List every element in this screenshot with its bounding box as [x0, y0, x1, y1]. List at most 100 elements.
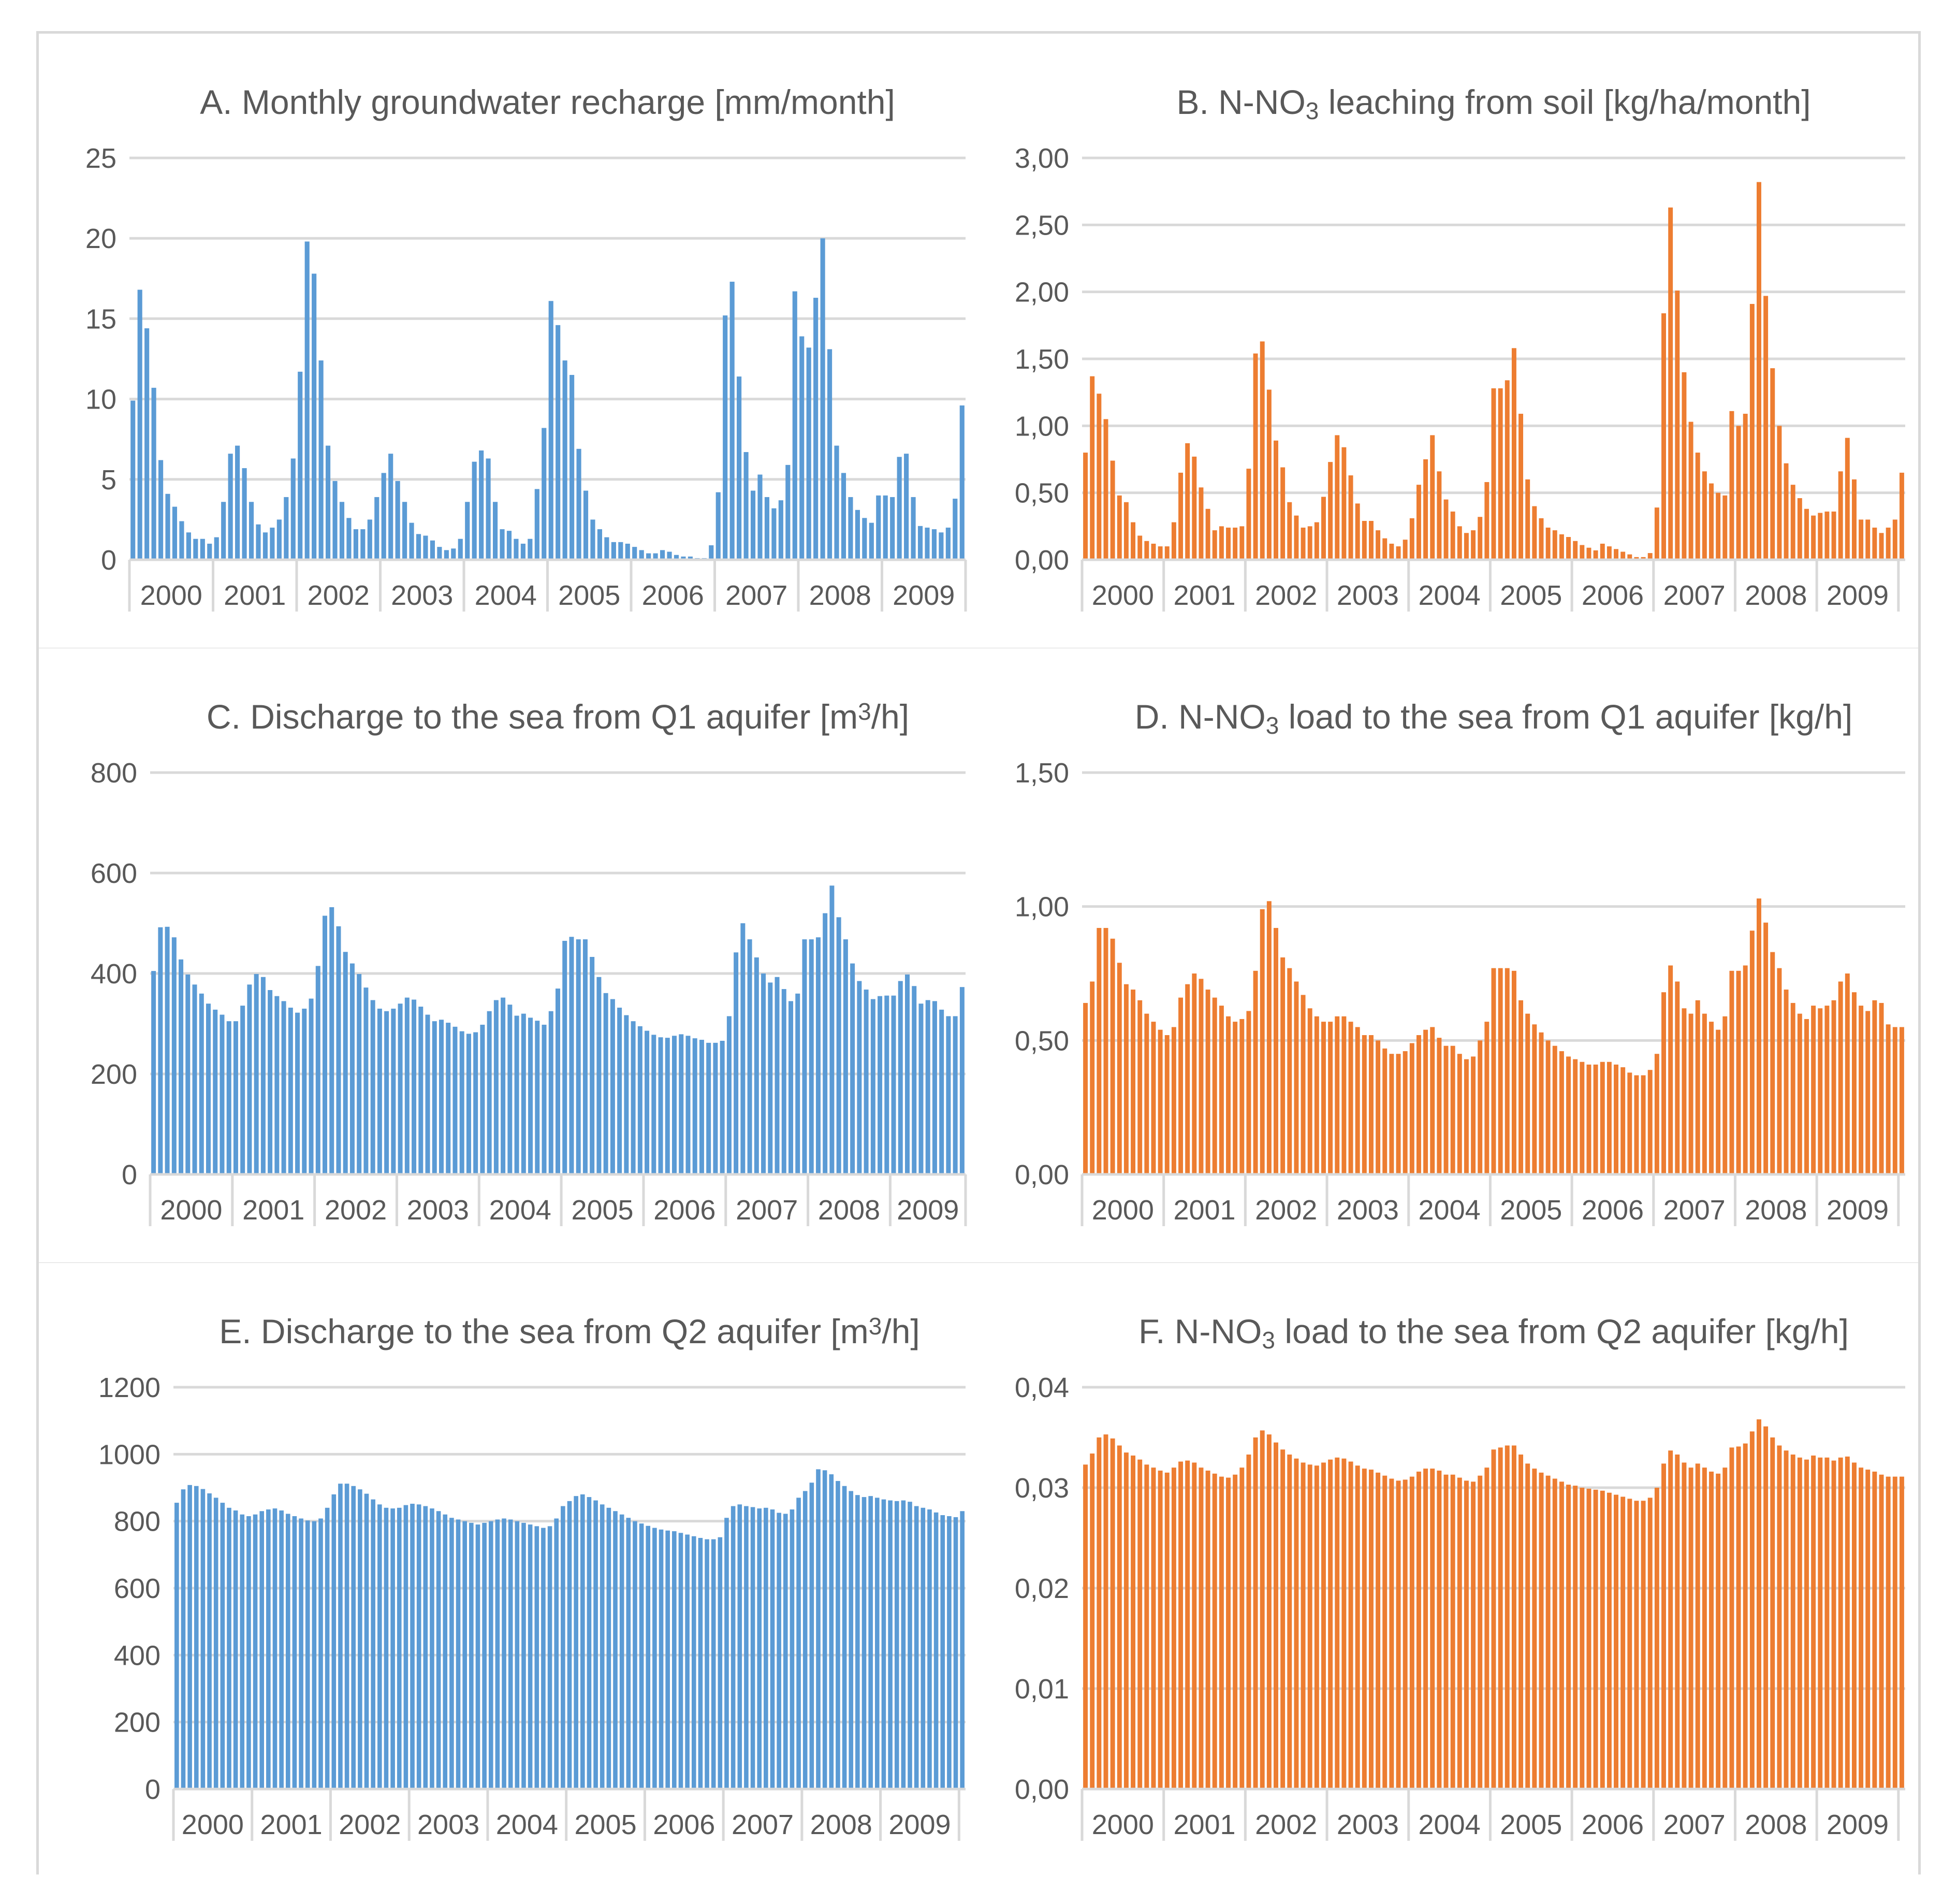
bar [1675, 1454, 1680, 1789]
bar [1280, 1449, 1286, 1789]
bar [959, 405, 965, 560]
bar [1722, 1467, 1728, 1789]
bar [339, 502, 345, 560]
bar [409, 522, 414, 560]
bar [436, 1511, 441, 1789]
chart-e-title-part: 3 [869, 1313, 882, 1340]
bar [1851, 1462, 1857, 1789]
bar [1498, 1447, 1503, 1789]
bar [480, 1024, 485, 1174]
chart-d-title-part: D. N-NO [1135, 697, 1266, 736]
bar [1246, 469, 1251, 560]
bar [1205, 1471, 1210, 1789]
bar [446, 1023, 451, 1174]
bar [502, 1518, 506, 1789]
bar [870, 999, 875, 1174]
x-tick-label: 2002 [339, 1809, 401, 1840]
bar [165, 493, 170, 560]
bar [1614, 1494, 1618, 1789]
bar [242, 468, 247, 560]
bar [506, 531, 512, 560]
x-tick-label: 2007 [732, 1809, 794, 1840]
bar [1804, 508, 1809, 560]
bar [848, 497, 853, 560]
bar [709, 545, 714, 560]
bar [1287, 968, 1292, 1174]
chart-a-title-part: A. Monthly groundwater recharge [mm/mont… [200, 83, 895, 121]
bar [1423, 459, 1428, 560]
bar [1607, 1062, 1612, 1174]
bar [590, 519, 595, 560]
bar [240, 1006, 245, 1174]
bar [357, 973, 362, 1174]
bar [596, 977, 602, 1174]
bar [868, 1496, 873, 1789]
bar [285, 1514, 290, 1789]
bar [1307, 1464, 1312, 1789]
chart-panel-d: D. N-NO3 load to the sea from Q1 aquifer… [978, 648, 1918, 1262]
bar [1314, 1465, 1319, 1789]
bar [718, 1537, 723, 1789]
x-tick-label: 2009 [1827, 1809, 1889, 1840]
bar [384, 1011, 389, 1174]
bar [268, 990, 273, 1174]
bar [1103, 419, 1108, 560]
bar [1763, 1426, 1769, 1789]
y-tick-label: 0 [122, 1159, 137, 1190]
bar [891, 995, 896, 1174]
bar [1348, 475, 1353, 560]
bar [1518, 414, 1524, 560]
y-tick-label: 0,03 [1015, 1473, 1069, 1504]
bar [645, 1030, 650, 1174]
bar [1274, 1442, 1278, 1789]
bar [1491, 968, 1496, 1174]
bar [1716, 492, 1721, 560]
bar [1416, 485, 1421, 560]
x-tick-label: 2005 [558, 580, 620, 611]
x-tick-label: 2004 [1419, 1195, 1481, 1226]
bar [1593, 1064, 1598, 1174]
bar [1178, 472, 1184, 560]
bar [1471, 530, 1476, 560]
x-tick-label: 2001 [1173, 1195, 1235, 1226]
bar [1219, 1476, 1224, 1789]
y-tick-label: 25 [85, 143, 116, 174]
bar [547, 1526, 552, 1789]
bar [1831, 1460, 1836, 1789]
y-tick-label: 15 [85, 303, 116, 335]
bar [1749, 1431, 1755, 1789]
bar [1260, 341, 1265, 560]
bar [1614, 1064, 1618, 1174]
bar [1845, 1456, 1850, 1789]
bar [688, 556, 693, 560]
bar [1593, 1489, 1598, 1789]
x-tick-label: 2003 [417, 1809, 479, 1840]
chart-f-title-part: 3 [1262, 1327, 1275, 1354]
bar [783, 1514, 788, 1789]
bar [1083, 1464, 1088, 1789]
bar [227, 1507, 231, 1789]
bar [726, 1016, 732, 1174]
bar [1484, 1022, 1489, 1174]
bar [1117, 963, 1122, 1174]
bar [1199, 979, 1204, 1174]
bar [1586, 1488, 1591, 1789]
bar [1892, 1476, 1897, 1789]
bar [617, 1007, 622, 1174]
chart-f-svg: F. N-NO3 load to the sea from Q2 aquifer… [1015, 1312, 1905, 1841]
bar [633, 1521, 637, 1789]
bar [1886, 1476, 1891, 1789]
bar [528, 1018, 533, 1174]
bar [1593, 550, 1598, 560]
bar [1709, 483, 1714, 560]
bar [1709, 1471, 1714, 1789]
bar [363, 987, 369, 1174]
bar [933, 1512, 939, 1789]
bar [1158, 1029, 1163, 1174]
bar [593, 1500, 598, 1789]
bar [809, 1482, 814, 1789]
bar [493, 1000, 499, 1174]
y-tick-label: 0,04 [1015, 1372, 1069, 1403]
bar [1688, 1467, 1693, 1789]
bar [1266, 901, 1272, 1174]
